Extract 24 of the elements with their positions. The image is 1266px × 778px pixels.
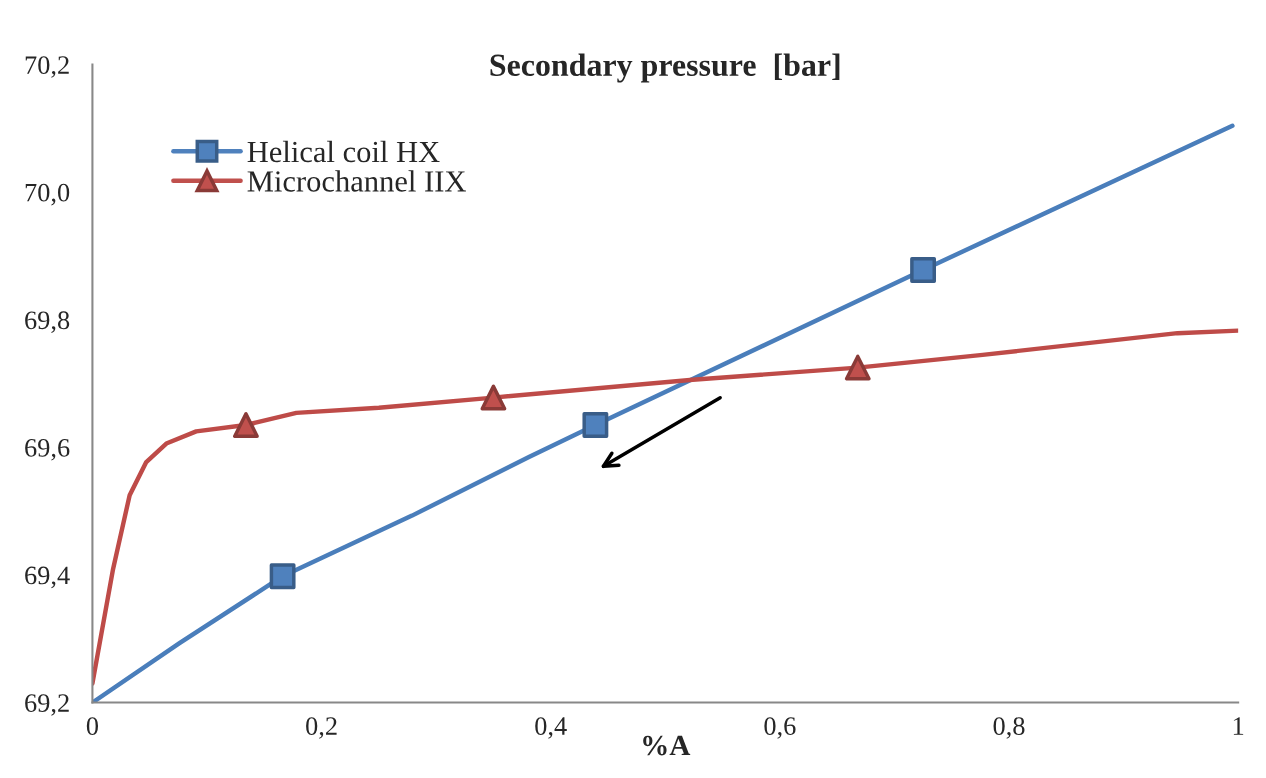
point: [480, 384, 507, 411]
point: [233, 412, 259, 438]
y-tick-label: 69,6: [25, 439, 70, 461]
x-tick-label: 0,6: [764, 717, 796, 739]
x-axis-title: %A: [643, 735, 691, 756]
point: [269, 563, 296, 590]
x-tick-label: 0,8: [993, 717, 1025, 739]
legend-label: Helical coil HX: [247, 140, 440, 163]
y-tick-label: 69,2: [25, 694, 69, 716]
x-tick-label: 0,2: [306, 717, 337, 739]
chart-title: Secondary pressure [bar]: [490, 53, 840, 83]
x-tick-label: 0,4: [535, 717, 567, 739]
x-tick-label: 1: [1233, 717, 1244, 735]
point: [582, 412, 609, 438]
point: [910, 257, 937, 283]
line-series: [92, 328, 1239, 686]
x-tick-label: 0: [86, 717, 99, 735]
y-tick-label: 70,0: [25, 183, 70, 206]
y-tick-label: 69,8: [25, 311, 70, 333]
y-tick-label: 69,4: [25, 566, 70, 589]
line-series: [92, 123, 1235, 703]
legend-label: Microchannel IIX: [247, 170, 466, 192]
y-tick-label: 70,2: [25, 56, 69, 78]
point: [844, 354, 871, 381]
